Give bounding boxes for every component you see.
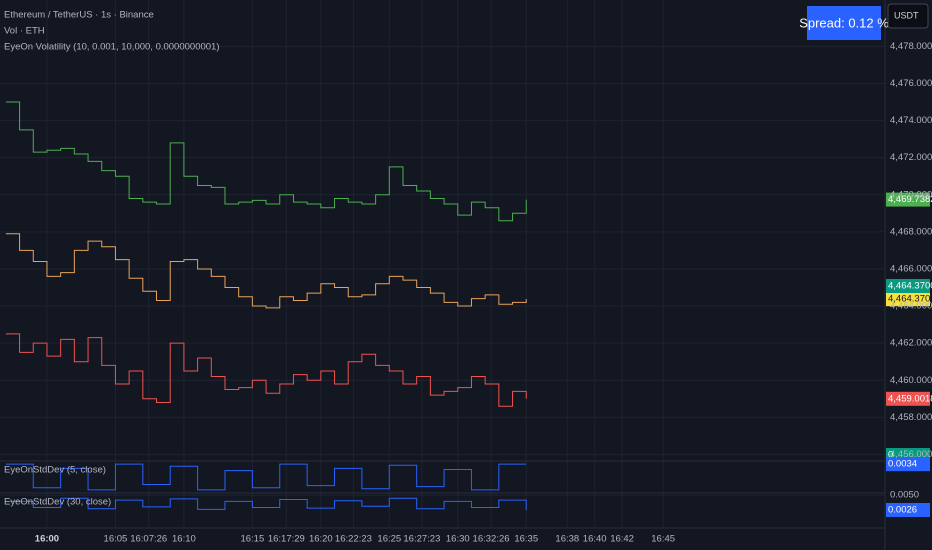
x-tick-label: 16:40 [583, 534, 607, 545]
y-tick-label: 4,474.0000 [890, 115, 932, 126]
x-tick-label: 16:27:23 [403, 534, 440, 545]
x-tick-label: 16:38 [555, 534, 579, 545]
x-tick-label: 16:15 [240, 534, 264, 545]
x-tick-label: 16:25 [377, 534, 401, 545]
series-line [5, 233, 527, 309]
price-badge [886, 457, 930, 472]
x-tick-label: 16:20 [309, 534, 333, 545]
y-tick-label: 4,470.0000 [890, 189, 932, 200]
x-tick-label: 16:42 [610, 534, 634, 545]
currency-label[interactable]: USDT [894, 10, 919, 20]
volume-label: Vol · ETH [4, 26, 45, 37]
series-line [5, 101, 527, 222]
x-tick-label: 16:05 [104, 534, 128, 545]
x-tick-label: 16:07:26 [130, 534, 167, 545]
pane-title: EyeOnStdDev (30, close) [4, 497, 111, 508]
price-badge [886, 192, 930, 207]
indicator-label: EyeOn Volatility (10, 0.001, 10,000, 0.0… [4, 42, 220, 53]
y-tick-label: 4,468.0000 [890, 226, 932, 237]
spread-text: Spread: 0.12 % [799, 15, 889, 30]
price-badge-label: 4,459.0018 [888, 393, 932, 404]
series-line [5, 333, 527, 407]
y-tick-label: 4,458.0000 [890, 412, 932, 423]
y-tick-label: 4,462.0000 [890, 338, 932, 349]
y-tick-label: 0.0050 [890, 490, 919, 501]
price-badge [886, 391, 930, 406]
price-badge-label: 4,464.3700 [888, 281, 932, 292]
price-badge-label: 4,469.7382 [888, 194, 932, 205]
spread-box [807, 6, 881, 40]
x-tick-label: 16:22:23 [335, 534, 372, 545]
grid [0, 0, 885, 528]
price-badge-label: 0 [888, 450, 893, 461]
series-line [5, 463, 527, 491]
y-tick-label: 4,472.0000 [890, 152, 932, 163]
x-tick-label: 16:32:26 [473, 534, 510, 545]
price-badge [886, 503, 930, 517]
x-tick-label: 16:17:29 [268, 534, 305, 545]
pane-title: EyeOnStdDev (5, close) [4, 465, 106, 476]
x-tick-label: 16:00 [35, 534, 59, 545]
y-tick-label: 4,456.0000 [890, 449, 932, 460]
x-tick-label: 16:45 [651, 534, 675, 545]
x-tick-label: 16:35 [514, 534, 538, 545]
price-badge-label: 0.0034 [888, 459, 917, 470]
y-tick-label: 4,478.0000 [890, 41, 932, 52]
price-badge-label: 0.0026 [888, 505, 917, 516]
marks: 4,469.7382 4,464.3700 4,459.0018 4,464.3700… [5, 101, 932, 517]
price-badge [886, 279, 930, 293]
y-tick-label: 4,464.0000 [890, 301, 932, 312]
currency-button[interactable] [887, 3, 929, 29]
x-tick-label: 16:10 [172, 534, 196, 545]
series-line [5, 497, 527, 510]
x-tick-label: 16:30 [446, 534, 470, 545]
price-badge [886, 292, 930, 307]
price-badge-label: 4,464.3700 [888, 294, 932, 305]
y-tick-label: 4,476.0000 [890, 78, 932, 89]
y-tick-label: 4,460.0000 [890, 375, 932, 386]
symbol-title: Ethereum / TetherUS · 1s · Binance [4, 10, 154, 21]
y-tick-label: 4,466.0000 [890, 263, 932, 274]
